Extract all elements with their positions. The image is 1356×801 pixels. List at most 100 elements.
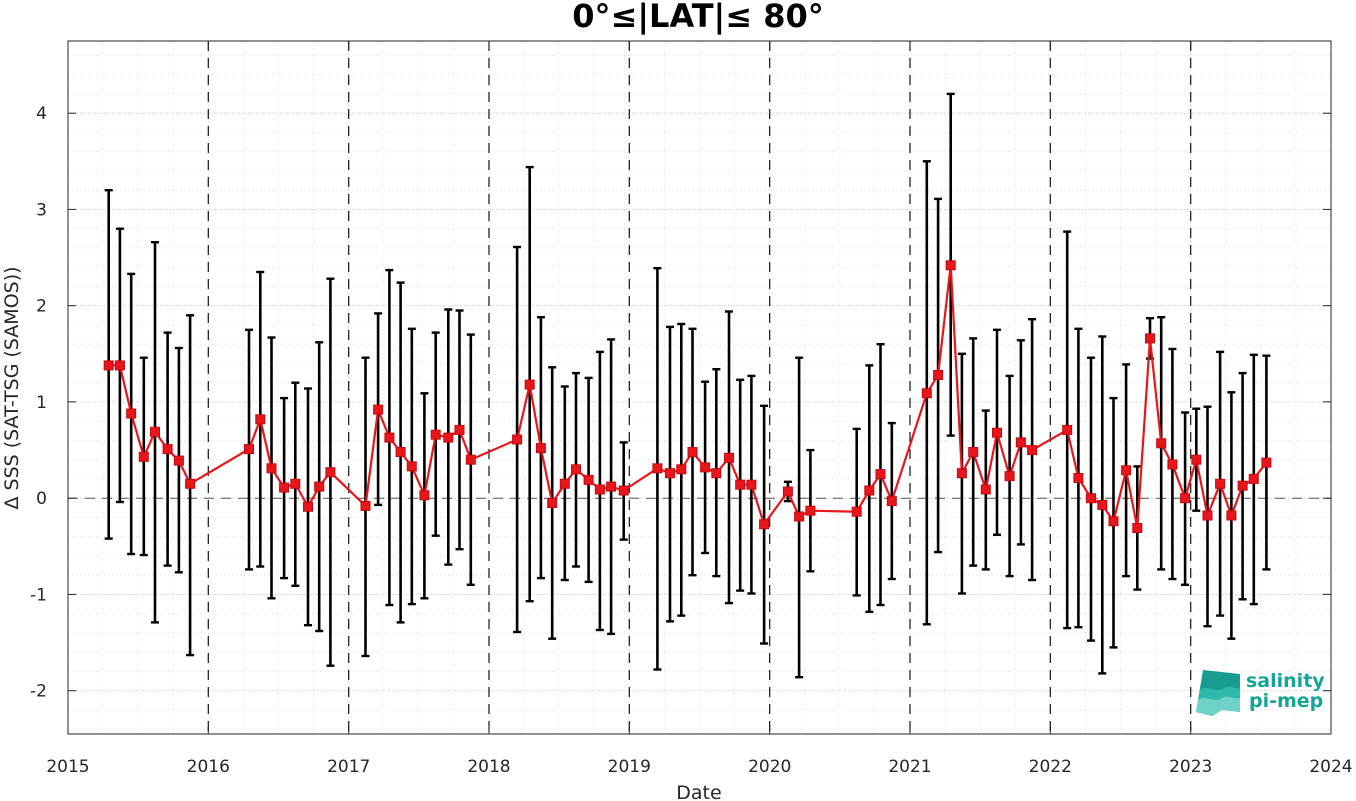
data-point-marker [443,432,454,443]
data-point-marker [360,500,371,511]
y-axis-ticks: -2 -1 0 1 2 3 4 [30,104,1331,702]
year-boundary-lines [207,41,1192,734]
logo-text-line2: pi-mep [1249,690,1323,712]
data-point-marker [1086,493,1096,504]
data-point-marker [687,447,698,457]
data-point-marker [1237,480,1248,491]
data-point-marker [279,482,290,493]
y-tick-label: 2 [36,297,47,317]
x-tick-label: 2016 [187,757,230,777]
data-point-marker [559,478,570,489]
data-point-marker [1167,459,1178,470]
data-point-marker [547,498,558,508]
data-point-marker [782,486,793,497]
data-point-marker [606,481,617,492]
data-point-marker [1180,493,1191,504]
data-point-marker [665,468,675,479]
data-point-marker [583,474,594,485]
data-point-marker [1073,473,1084,483]
data-point-marker [406,461,417,472]
x-axis-label: Date [676,782,721,801]
salinity-pi-mep-logo: salinity pi-mep [1196,670,1325,716]
data-point-marker [700,462,711,473]
data-point-marker [524,379,535,390]
data-point-marker [465,454,476,465]
x-tick-label: 2024 [1309,757,1352,777]
data-point-marker [173,455,184,466]
x-tick-label: 2018 [467,757,510,777]
data-point-marker [1215,478,1226,489]
data-point-marker [652,463,663,474]
y-axis-label: Δ SSS (SAT-TSG (SAMOS)) [1,266,23,509]
data-point-marker [419,490,430,501]
data-point-marker [162,444,173,455]
data-point-marker [150,426,160,437]
plot-frame [67,40,1332,735]
data-point-marker [512,434,523,445]
x-axis-ticks: 2015 2016 2017 2018 2019 2020 2021 2022 2023 2024 [46,41,1353,777]
data-point-marker [1062,424,1073,435]
data-point-marker [114,360,125,371]
y-tick-label: 0 [36,489,47,509]
data-point-marker [454,424,465,435]
data-point-marker [1261,457,1272,468]
y-tick-label: -2 [30,682,47,702]
y-tick-label: 3 [36,200,47,220]
data-point-marker [1191,454,1202,465]
x-tick-label: 2019 [608,757,651,777]
data-point-marker [314,481,325,492]
data-point-marker [303,501,313,512]
series-markers [103,260,1272,533]
data-point-marker [1121,465,1132,476]
x-tick-label: 2020 [748,757,791,777]
data-point-marker [571,464,581,475]
data-point-marker [395,447,406,457]
data-point-marker [373,404,384,415]
data-point-marker [992,427,1002,438]
data-point-marker [864,485,875,496]
chart-title: 0°≤|LAT|≤ 80° [572,0,823,36]
data-point-marker [735,479,746,490]
y-tick-label: -1 [30,585,47,605]
data-point-marker [1027,445,1038,456]
data-point-marker [535,443,546,454]
data-point-marker [1248,473,1259,484]
data-point-marker [430,429,441,440]
minor-grid [67,41,1332,734]
x-tick-label: 2021 [888,757,931,777]
data-point-marker [759,519,770,530]
data-point-marker [594,484,605,495]
data-point-marker [103,360,114,371]
data-point-marker [851,506,862,517]
x-tick-label: 2015 [46,757,89,777]
data-point-marker [1145,333,1155,344]
data-point-marker [1202,510,1213,521]
data-point-marker [244,444,254,455]
logo-text-line1: salinity [1246,670,1325,692]
data-point-marker [1132,523,1143,533]
data-point-marker [956,468,967,479]
data-point-marker [676,464,687,475]
data-point-marker [1097,499,1108,510]
y-tick-label: 1 [36,393,47,413]
data-point-marker [980,484,991,495]
data-point-marker [1226,510,1237,521]
data-point-marker [618,485,629,496]
data-point-marker [945,260,956,271]
data-point-marker [886,496,897,507]
data-point-marker [1108,516,1119,527]
error-bars [104,92,1271,679]
logo-mark-icon [1196,670,1240,716]
data-point-marker [711,468,722,479]
data-point-marker [746,479,757,490]
data-point-marker [138,451,149,462]
data-point-marker [794,511,805,522]
x-tick-label: 2022 [1029,757,1072,777]
x-tick-label: 2017 [327,757,370,777]
data-point-marker [255,414,266,425]
data-point-marker [933,370,944,380]
data-point-marker [921,388,932,399]
data-point-marker [126,408,137,419]
data-point-marker [185,478,196,489]
